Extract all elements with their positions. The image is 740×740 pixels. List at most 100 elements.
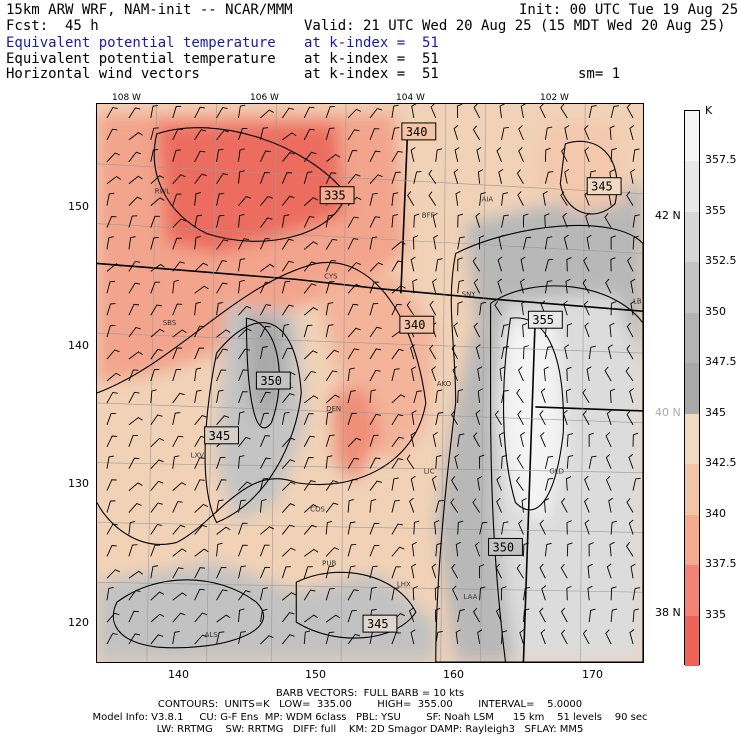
wind-barb [391,127,400,140]
wind-barb [238,590,251,601]
wind-barb [150,634,164,645]
wind-barb [281,195,295,206]
wind-barb [303,197,318,206]
wind-barb [434,520,440,535]
wind-barb [194,503,209,513]
lon-label-104w: 104 W [396,93,425,103]
wind-barb [303,151,317,163]
station-gld: GLD [549,468,564,476]
wind-barb [453,168,459,184]
wind-barb [172,149,182,162]
wind-barb [457,520,464,535]
wind-barb [560,563,568,579]
wind-barb [451,476,459,491]
wind-barb [347,108,362,119]
wind-barb [150,459,164,469]
wind-barb [259,150,271,162]
contour-350-east [490,285,643,662]
wind-barb [216,107,228,119]
wind-barb [172,174,186,185]
contour-label-340-mid: 340 [399,315,435,334]
smoothing-label: sm= 1 [578,66,621,82]
wind-barb [477,388,483,403]
wind-barb [410,475,416,491]
wind-barb [587,585,593,601]
wind-barb [347,390,356,404]
field-1-level: at k-index = 51 [304,35,439,51]
wind-barb [150,104,159,119]
wind-barb [106,216,117,228]
wind-barb [475,212,481,228]
wind-barb [259,172,270,184]
wind-barb [431,563,437,579]
wind-barb [150,348,163,360]
wind-barb [172,592,187,601]
wind-barb [347,129,360,141]
wind-barb [473,322,480,338]
wind-barb [472,257,480,272]
wind-barb [452,366,459,382]
wind-barb [435,148,443,162]
wind-barb [497,278,503,294]
wind-barb [428,191,437,206]
wind-barb [150,502,163,513]
wind-barb [216,479,227,491]
wind-barb [609,541,615,557]
wind-barb [172,567,184,579]
wind-barb [477,366,483,382]
wind-barb [325,520,333,535]
wind-barb [216,456,226,469]
colorbar-tick-label: 342.5 [705,456,737,470]
wind-barb [106,175,121,185]
wind-barb [610,235,616,250]
wind-barb [282,592,297,601]
theta-e-map: RWL BFF AIA CYS SNY LBF SBS FNL AKO DEN … [96,103,644,663]
wind-barb [544,542,552,557]
wind-barb [259,346,268,360]
wind-barb [453,125,459,141]
wind-barb [128,107,141,119]
wind-barb [106,236,114,250]
wind-barb [391,303,402,316]
co-ks-border [522,313,537,662]
wind-barb [564,168,570,184]
wind-barb [413,171,422,184]
wind-barb [303,504,318,513]
wind-barb [584,497,590,513]
colorbar-segment [685,161,699,212]
wind-barb [406,454,415,469]
wind-barb [172,105,182,119]
lon-label-106w: 106 W [250,93,279,103]
contour-350-west [245,317,280,429]
wind-barb [303,261,317,272]
colorbar-tick-label: 337.5 [705,557,737,571]
wind-barb [106,545,117,557]
wind-barb [516,388,524,404]
wind-barb [194,235,201,250]
wind-barb [347,367,355,382]
wind-barb [411,104,417,119]
wind-barb [429,300,437,316]
wind-barb [494,301,502,316]
wind-barb [128,417,143,426]
wind-barb [501,126,509,140]
wind-barb [539,607,546,623]
init-time: Init: 00 UTC Tue 19 Aug 25 [519,2,739,18]
wind-barb [497,256,503,272]
wind-barb [369,389,376,403]
wind-barb [128,369,139,382]
wind-barb [431,366,437,382]
wind-barb [172,193,182,206]
contour-labels: 340 335 345 340 355 350 345 350 345 [204,122,622,633]
station-den: DEN [326,405,341,413]
wind-barb [260,391,271,404]
wy-ne-border [400,123,409,294]
wind-barb [216,214,225,228]
wind-barb [128,326,141,338]
wind-barb [540,388,546,404]
wind-barb [409,607,415,623]
wind-barb [172,455,180,469]
wind-barb [456,104,463,118]
wind-barb [325,588,335,601]
contour-label-345-south: 345 [362,614,398,633]
